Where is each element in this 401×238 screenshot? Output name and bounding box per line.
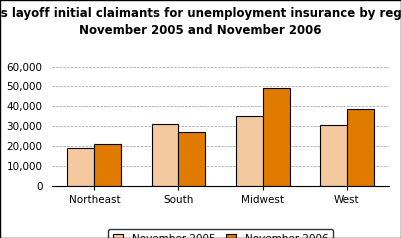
Bar xyxy=(152,124,178,186)
Bar xyxy=(320,125,347,186)
Bar xyxy=(94,144,121,186)
Legend: November 2005, November 2006: November 2005, November 2006 xyxy=(108,229,333,238)
Bar xyxy=(67,148,94,186)
Bar xyxy=(236,116,263,186)
Bar xyxy=(263,89,290,186)
Text: Mass layoff initial claimants for unemployment insurance by region,
November 200: Mass layoff initial claimants for unempl… xyxy=(0,7,401,37)
Bar xyxy=(178,132,205,186)
Bar xyxy=(347,109,374,186)
